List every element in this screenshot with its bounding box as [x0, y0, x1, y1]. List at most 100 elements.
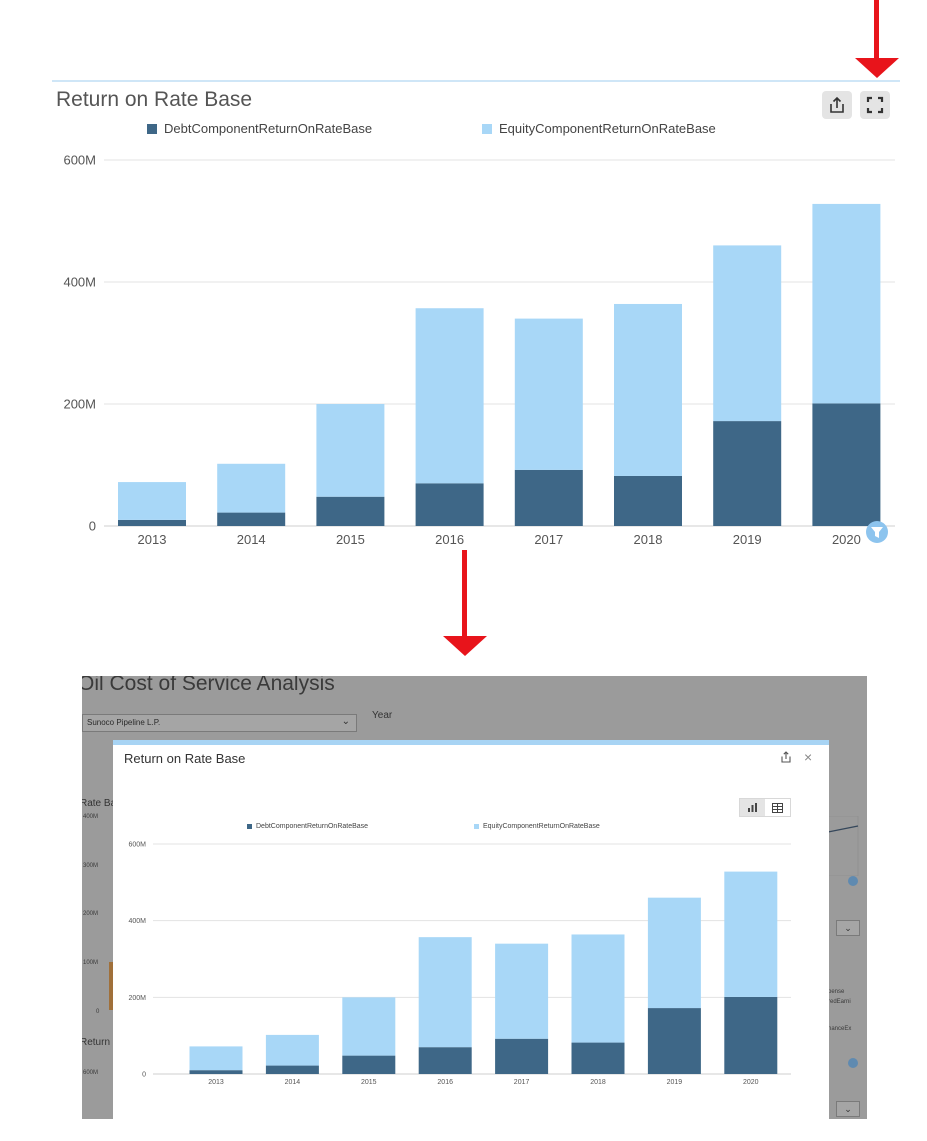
view-toggle	[739, 798, 791, 817]
x-tick-label: 2015	[361, 1079, 377, 1086]
background-dashboard: Oil Cost of Service Analysis Sunoco Pipe…	[82, 676, 867, 1119]
x-tick-label: 2019	[667, 1079, 683, 1086]
x-tick-label: 2017	[514, 1079, 530, 1086]
y-tick-label: 400M	[63, 275, 96, 290]
red-arrow-down-icon	[443, 550, 487, 656]
legend-fragment: nanceEx	[828, 1026, 852, 1032]
modal-title: Return on Rate Base	[124, 751, 246, 766]
legend-label: EquityComponentReturnOnRateBase	[483, 823, 600, 830]
bar-segment	[418, 1047, 472, 1074]
chart-view-button[interactable]	[740, 799, 765, 816]
bar-segment	[495, 943, 549, 1039]
modal-top-border	[113, 740, 829, 745]
bar-segment	[265, 1034, 319, 1066]
bar-segment	[713, 245, 782, 422]
bar-segment	[614, 475, 682, 526]
company-select-value: Sunoco Pipeline L.P.	[87, 718, 161, 727]
y-tick-label: 400M	[128, 918, 146, 925]
bar-segment	[342, 997, 396, 1056]
left-tick: 400M	[83, 814, 99, 820]
x-tick-label: 2016	[437, 1079, 453, 1086]
bar-segment	[342, 1055, 396, 1074]
fullscreen-icon	[866, 96, 884, 114]
bar-segment	[571, 934, 625, 1043]
bar-segment	[812, 203, 881, 404]
fullscreen-modal-screenshot: Oil Cost of Service Analysis Sunoco Pipe…	[82, 676, 867, 1119]
filter-icon[interactable]	[848, 1058, 858, 1068]
fullscreen-button[interactable]	[860, 91, 890, 119]
x-tick-label: 2014	[285, 1079, 301, 1086]
legend-swatch	[482, 124, 492, 134]
return-label: Return	[82, 1037, 111, 1048]
x-tick-label: 2017	[534, 532, 563, 547]
bar-segment	[118, 482, 186, 520]
share-icon	[830, 96, 844, 113]
y-tick-label: 200M	[128, 995, 146, 1002]
bar-segment	[571, 1042, 625, 1074]
page-title: Oil Cost of Service Analysis	[82, 676, 335, 695]
left-tick: 100M	[83, 960, 99, 966]
bar-segment	[514, 469, 583, 526]
x-tick-label: 2014	[237, 532, 266, 547]
bar-segment	[724, 871, 778, 997]
bar-segment	[614, 303, 682, 476]
chart-modal: Return on Rate Base ×	[113, 740, 829, 1119]
x-tick-label: 2016	[435, 532, 464, 547]
bar-segment	[217, 463, 286, 513]
y-tick-label: 0	[142, 1071, 146, 1078]
bar-segment	[415, 483, 484, 526]
red-arrow-down-icon	[855, 0, 899, 78]
table-icon	[772, 802, 783, 813]
bar-segment	[316, 404, 385, 497]
bar-segment	[217, 512, 286, 526]
bar-chart-icon	[748, 803, 757, 812]
table-view-button[interactable]	[765, 799, 790, 816]
y-tick-label: 0	[89, 519, 96, 534]
legend-label: DebtComponentReturnOnRateBase	[164, 121, 372, 136]
left-tick: 200M	[83, 911, 99, 917]
close-button[interactable]: ×	[804, 749, 813, 765]
x-tick-label: 2018	[634, 532, 663, 547]
dropdown[interactable]: ⌄	[836, 1101, 860, 1117]
filter-icon[interactable]	[848, 876, 858, 886]
rate-base-label: Rate Ba	[82, 798, 117, 809]
bar-segment	[724, 996, 778, 1074]
x-tick-label: 2019	[733, 532, 762, 547]
x-tick-label: 2013	[208, 1079, 224, 1086]
bar-segment	[418, 937, 472, 1048]
bar-segment	[415, 308, 484, 484]
y-tick-label: 600M	[63, 153, 96, 168]
bar-segment	[495, 1038, 549, 1074]
background-line-chart	[828, 816, 859, 876]
legend-swatch	[147, 124, 157, 134]
bar-segment	[265, 1065, 319, 1074]
left-tick: 300M	[83, 863, 99, 869]
bar-segment	[647, 1008, 701, 1074]
filter-icon	[871, 527, 883, 538]
background-bar	[109, 962, 115, 1010]
bar-segment	[713, 421, 782, 526]
bar-segment	[189, 1070, 243, 1074]
legend-fragment: pense	[828, 989, 845, 995]
company-select[interactable]: Sunoco Pipeline L.P. ⌄	[82, 714, 357, 732]
legend-swatch	[474, 824, 479, 829]
widget-top-border	[52, 80, 900, 82]
legend-swatch	[247, 824, 252, 829]
left-tick: 0	[96, 1009, 100, 1015]
legend-label: EquityComponentReturnOnRateBase	[499, 121, 716, 136]
widget-title: Return on Rate Base	[56, 88, 253, 111]
x-tick-label: 2020	[743, 1079, 759, 1086]
legend-label: DebtComponentReturnOnRateBase	[256, 823, 368, 830]
chart-widget: Return on Rate Base 0 200M 400M 600M DebtCom…	[52, 80, 900, 570]
chevron-down-icon: ⌄	[341, 716, 350, 727]
bar-segment	[514, 318, 583, 470]
x-tick-label: 2013	[138, 532, 167, 547]
bar-segment	[647, 897, 701, 1009]
bar-segment	[812, 403, 881, 526]
dropdown[interactable]: ⌄	[836, 920, 860, 936]
stacked-bar-chart: 0 200M 400M 600M DebtComponentReturnOnRateBa…	[128, 823, 791, 1086]
share-icon[interactable]	[780, 751, 792, 763]
year-label: Year	[372, 710, 393, 721]
share-button[interactable]	[822, 91, 852, 119]
x-tick-label: 2018	[590, 1079, 606, 1086]
